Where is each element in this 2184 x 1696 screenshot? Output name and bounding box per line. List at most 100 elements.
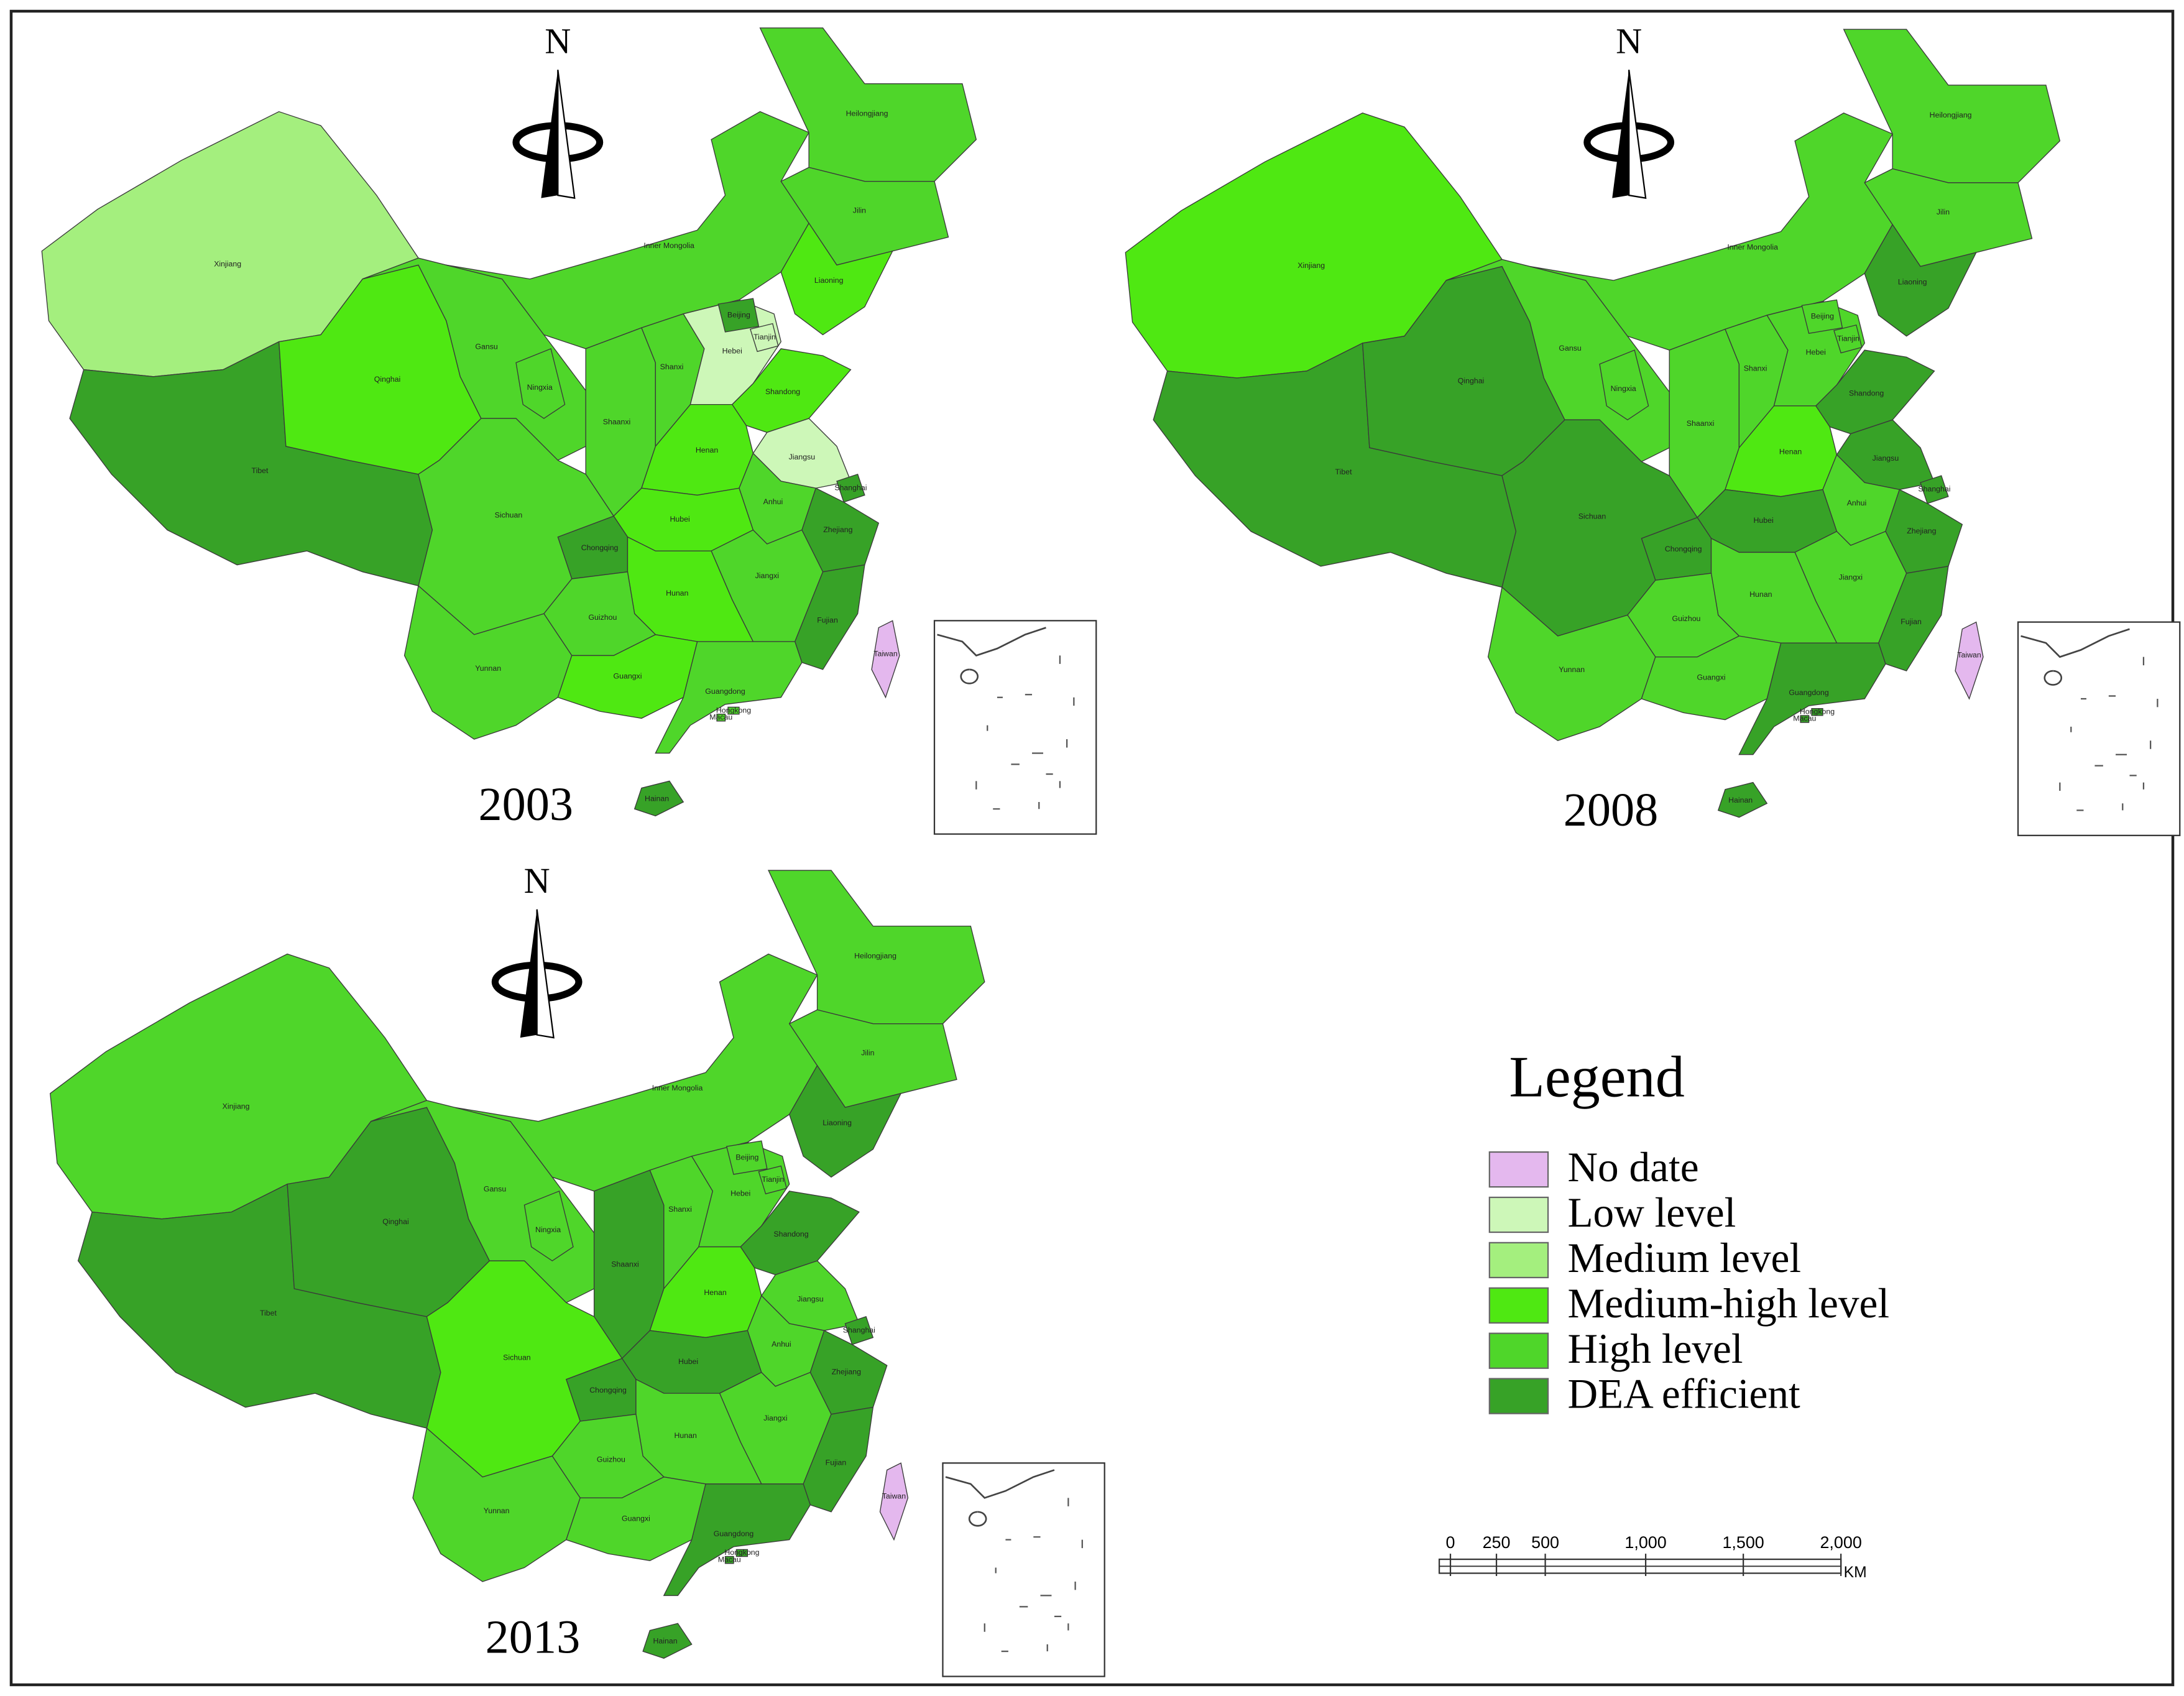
province-label: Chongqing: [1665, 545, 1702, 553]
province-label: Jilin: [853, 206, 866, 215]
province-label: Shanghai: [843, 1325, 875, 1334]
province-label: Sichuan: [503, 1353, 531, 1362]
province-label: Shanghai: [1918, 485, 1950, 494]
inset-coast: [945, 1469, 1055, 1527]
inset-coast: [2020, 628, 2130, 686]
province-label: Zhejiang: [823, 525, 852, 534]
province-label: Jiangsu: [1873, 454, 1899, 463]
province-label: Guangxi: [614, 671, 642, 680]
scale-label: 2,000: [1820, 1533, 1861, 1552]
province-label: Qinghai: [382, 1217, 409, 1226]
province-label: Hebei: [722, 346, 742, 355]
province-label: Yunnan: [484, 1506, 510, 1515]
province: [642, 1623, 693, 1659]
province-label: Jiangsu: [797, 1295, 824, 1304]
province-label: Macau: [1793, 714, 1816, 723]
north-needle-light: [557, 70, 576, 199]
province-label: Shaanxi: [603, 418, 631, 426]
province-label: Macau: [709, 713, 732, 722]
province-label: Jilin: [1937, 208, 1950, 216]
province-label: Inner Mongolia: [643, 241, 694, 250]
province: [1738, 642, 1886, 755]
inset-frame: [2017, 621, 2181, 836]
year-label: 2003: [478, 778, 573, 831]
map: Xinjiang Tibet Qinghai Gansu Inner Mongolia H…: [1125, 29, 2181, 836]
province: [724, 1555, 734, 1564]
province-label: Hunan: [666, 589, 688, 597]
province-label: Guangxi: [622, 1514, 650, 1523]
province-label: Hunan: [1749, 590, 1772, 599]
province-label: Taiwan: [1957, 651, 1981, 660]
province: [1717, 781, 1768, 818]
province-label: Guangdong: [705, 687, 745, 696]
province-label: Shaanxi: [1687, 419, 1715, 428]
province-label: Jiangsu: [789, 453, 816, 461]
province: [1843, 29, 2061, 183]
province-label: Ningxia: [1611, 384, 1636, 393]
province: [788, 1064, 902, 1178]
province: [403, 584, 573, 740]
province-label: Tibet: [1335, 468, 1353, 476]
province-label: Henan: [696, 446, 718, 454]
province: [634, 780, 684, 817]
province-label: Tibet: [252, 466, 269, 475]
province-label: Liaoning: [822, 1118, 852, 1127]
maps: Xinjiang Tibet Qinghai Gansu Inner Mongolia H…: [41, 21, 2181, 1677]
province: [879, 1462, 909, 1541]
province: [412, 1427, 581, 1582]
province-label: Guizhou: [597, 1455, 625, 1464]
province: [1864, 223, 1978, 337]
province-label: Fujian: [817, 616, 838, 625]
province-label: Liaoning: [814, 276, 844, 285]
province-label: Chongqing: [581, 543, 619, 552]
province-label: Guangdong: [714, 1529, 754, 1538]
province: [716, 713, 726, 722]
north-label: N: [545, 21, 571, 61]
province-label: Taiwan: [873, 649, 898, 658]
province-label: Macau: [718, 1555, 741, 1564]
legend-swatch: [1488, 1151, 1549, 1188]
province-label: Gansu: [475, 343, 497, 351]
province-label: Beijing: [727, 310, 750, 319]
north-label: N: [524, 860, 550, 901]
inset-islands: [975, 655, 1075, 810]
province-label: Fujian: [1901, 617, 1922, 626]
province-label: Qinghai: [374, 375, 401, 384]
province: [717, 298, 760, 333]
province: [515, 348, 566, 419]
legend-label: High level: [1567, 1325, 1743, 1372]
province-label: Tianjin: [762, 1175, 784, 1184]
province: [740, 1191, 860, 1276]
legend-label: No date: [1567, 1144, 1698, 1191]
province-label: Henan: [1779, 447, 1802, 456]
north-needle-light: [1628, 70, 1647, 199]
province-label: Chongqing: [589, 1386, 627, 1394]
inset: [933, 620, 1097, 835]
legend-swatch: [1488, 1196, 1549, 1233]
legend-label: Medium-high level: [1567, 1280, 1889, 1327]
province: [1920, 475, 1949, 504]
province-label: Zhejiang: [832, 1368, 861, 1376]
province-label: Sichuan: [1578, 512, 1606, 521]
scale-label: 1,500: [1722, 1533, 1764, 1552]
province-label: Shanxi: [660, 362, 684, 371]
province-label: Tianjin: [753, 333, 776, 341]
province: [780, 222, 893, 336]
province-label: Hongkong: [1800, 707, 1835, 716]
province: [844, 1316, 874, 1345]
province-label: Shanxi: [1744, 364, 1767, 372]
province: [1811, 707, 1823, 716]
province: [759, 27, 977, 182]
province-label: Jiangxi: [1839, 573, 1863, 581]
inset-frame: [933, 620, 1097, 835]
province-label: Hebei: [730, 1189, 750, 1197]
province-label: Heilongjiang: [846, 109, 888, 118]
province-label: Shandong: [1849, 389, 1884, 397]
province-label: Shandong: [773, 1230, 808, 1238]
province: [767, 870, 985, 1025]
province-label: Jiangxi: [763, 1414, 787, 1422]
province-label: Xinjiang: [223, 1102, 250, 1111]
province: [871, 620, 900, 699]
province-label: Anhui: [1847, 499, 1867, 507]
